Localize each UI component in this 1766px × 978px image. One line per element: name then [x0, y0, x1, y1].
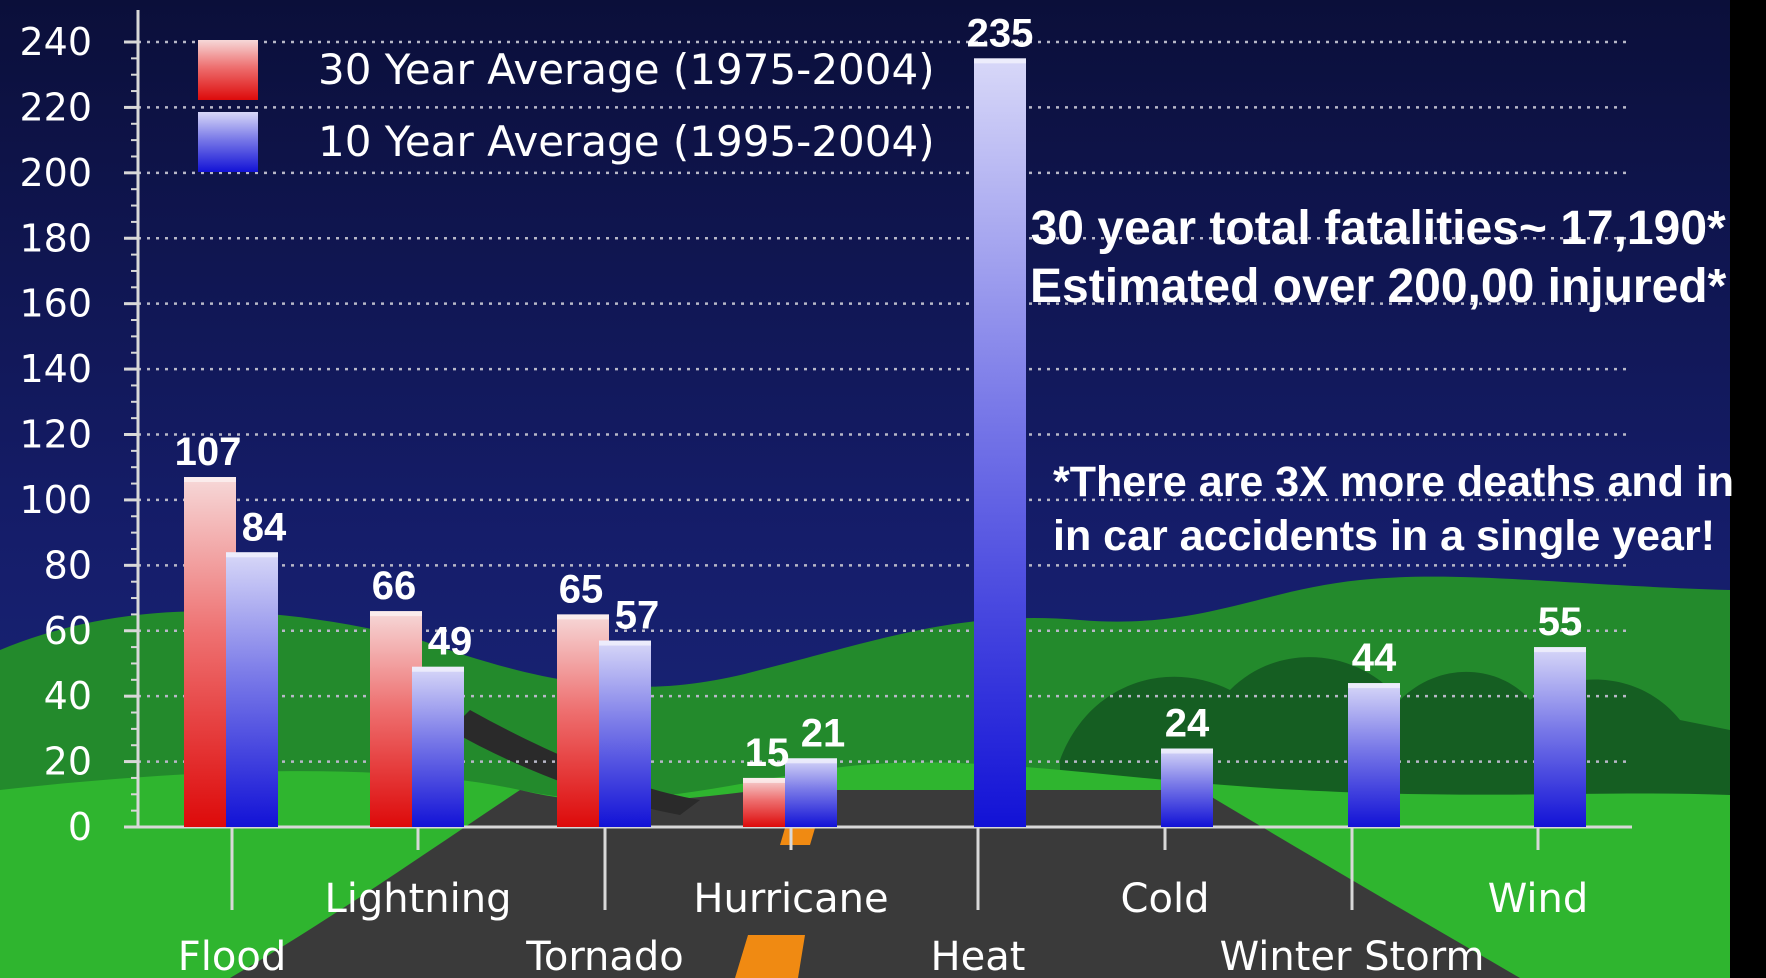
x-category-label: Lightning [324, 876, 511, 922]
bar-top-highlight [1161, 748, 1213, 754]
legend-label: 30 Year Average (1975-2004) [318, 45, 935, 94]
y-tick-label: 160 [19, 282, 92, 326]
category-labels: FloodLightningTornadoHurricaneHeatColdWi… [178, 876, 1589, 978]
value-label: 57 [615, 594, 660, 638]
y-tick-label: 140 [19, 347, 92, 391]
bar-10yr [785, 758, 837, 827]
road-marker [780, 828, 815, 845]
y-tick-label: 20 [44, 740, 92, 784]
fatalities-annotation: 30 year total fatalities~ 17,190* Estima… [1030, 200, 1726, 316]
bar-10yr [974, 58, 1026, 827]
bar-top-highlight [557, 614, 609, 620]
car-accidents-annotation: *There are 3X more deaths and in in car … [1053, 455, 1734, 563]
right-edge-strip [1730, 0, 1766, 978]
bar-top-highlight [1534, 647, 1586, 653]
car-accidents-line-1: *There are 3X more deaths and in [1053, 458, 1735, 506]
bar-10yr [1161, 748, 1213, 827]
bars [184, 58, 1586, 827]
legend-swatch-10yr [198, 112, 258, 172]
y-tick-label: 0 [68, 805, 92, 849]
bar-10yr [226, 552, 278, 827]
x-category-label: Wind [1488, 876, 1589, 922]
x-category-label: Winter Storm [1220, 934, 1485, 978]
bar-top-highlight [370, 611, 422, 617]
value-label: 66 [372, 564, 417, 608]
axes: 0 20 40 60 80 100 120 140 160 180 200 220 240 [19, 10, 1632, 910]
value-label: 107 [175, 430, 242, 474]
value-label: 55 [1538, 600, 1583, 644]
car-accidents-line-2: in car accidents in a single year! [1053, 512, 1716, 560]
x-category-label: Heat [931, 934, 1026, 978]
bar-top-highlight [974, 58, 1026, 64]
x-category-label: Cold [1121, 876, 1210, 922]
bar-10yr [1534, 647, 1586, 827]
road [230, 790, 1520, 978]
fatalities-line: 30 year total fatalities~ 17,190* [1030, 202, 1726, 255]
bar-top-highlight [743, 777, 795, 783]
value-label: 235 [967, 11, 1034, 55]
value-label: 84 [242, 505, 287, 549]
y-tick-label: 40 [44, 674, 92, 718]
legend-label: 10 Year Average (1995-2004) [318, 117, 935, 166]
x-category-label: Flood [178, 934, 286, 978]
value-label: 15 [745, 731, 790, 775]
y-tick-label: 100 [19, 478, 92, 522]
value-label: 24 [1165, 702, 1210, 746]
bar-top-highlight [1348, 683, 1400, 689]
y-tick-label: 80 [44, 543, 92, 587]
y-tick-label: 180 [19, 216, 92, 260]
road-marker [735, 935, 805, 978]
value-label: 49 [428, 620, 473, 664]
y-tick-label: 220 [19, 85, 92, 129]
legend: 30 Year Average (1975-2004) 10 Year Avera… [198, 40, 935, 172]
x-category-label: Hurricane [693, 876, 888, 922]
value-label: 21 [801, 711, 846, 755]
y-tick-label: 120 [19, 413, 92, 457]
bar-10yr [1348, 683, 1400, 827]
x-category-label: Tornado [525, 934, 684, 978]
bar-10yr [599, 640, 651, 827]
bar-top-highlight [184, 477, 236, 483]
bar-top-highlight [599, 640, 651, 646]
y-tick-label: 60 [44, 609, 92, 653]
bar-top-highlight [412, 666, 464, 672]
value-label: 65 [559, 567, 604, 611]
y-tick-label: 200 [19, 151, 92, 195]
value-label: 44 [1352, 636, 1397, 680]
bar-10yr [412, 666, 464, 827]
bar-top-highlight [785, 758, 837, 764]
legend-swatch-30yr [198, 40, 258, 100]
y-tick-label: 240 [19, 20, 92, 64]
injured-line: Estimated over 200,00 injured* [1030, 260, 1727, 313]
bar-top-highlight [226, 552, 278, 558]
